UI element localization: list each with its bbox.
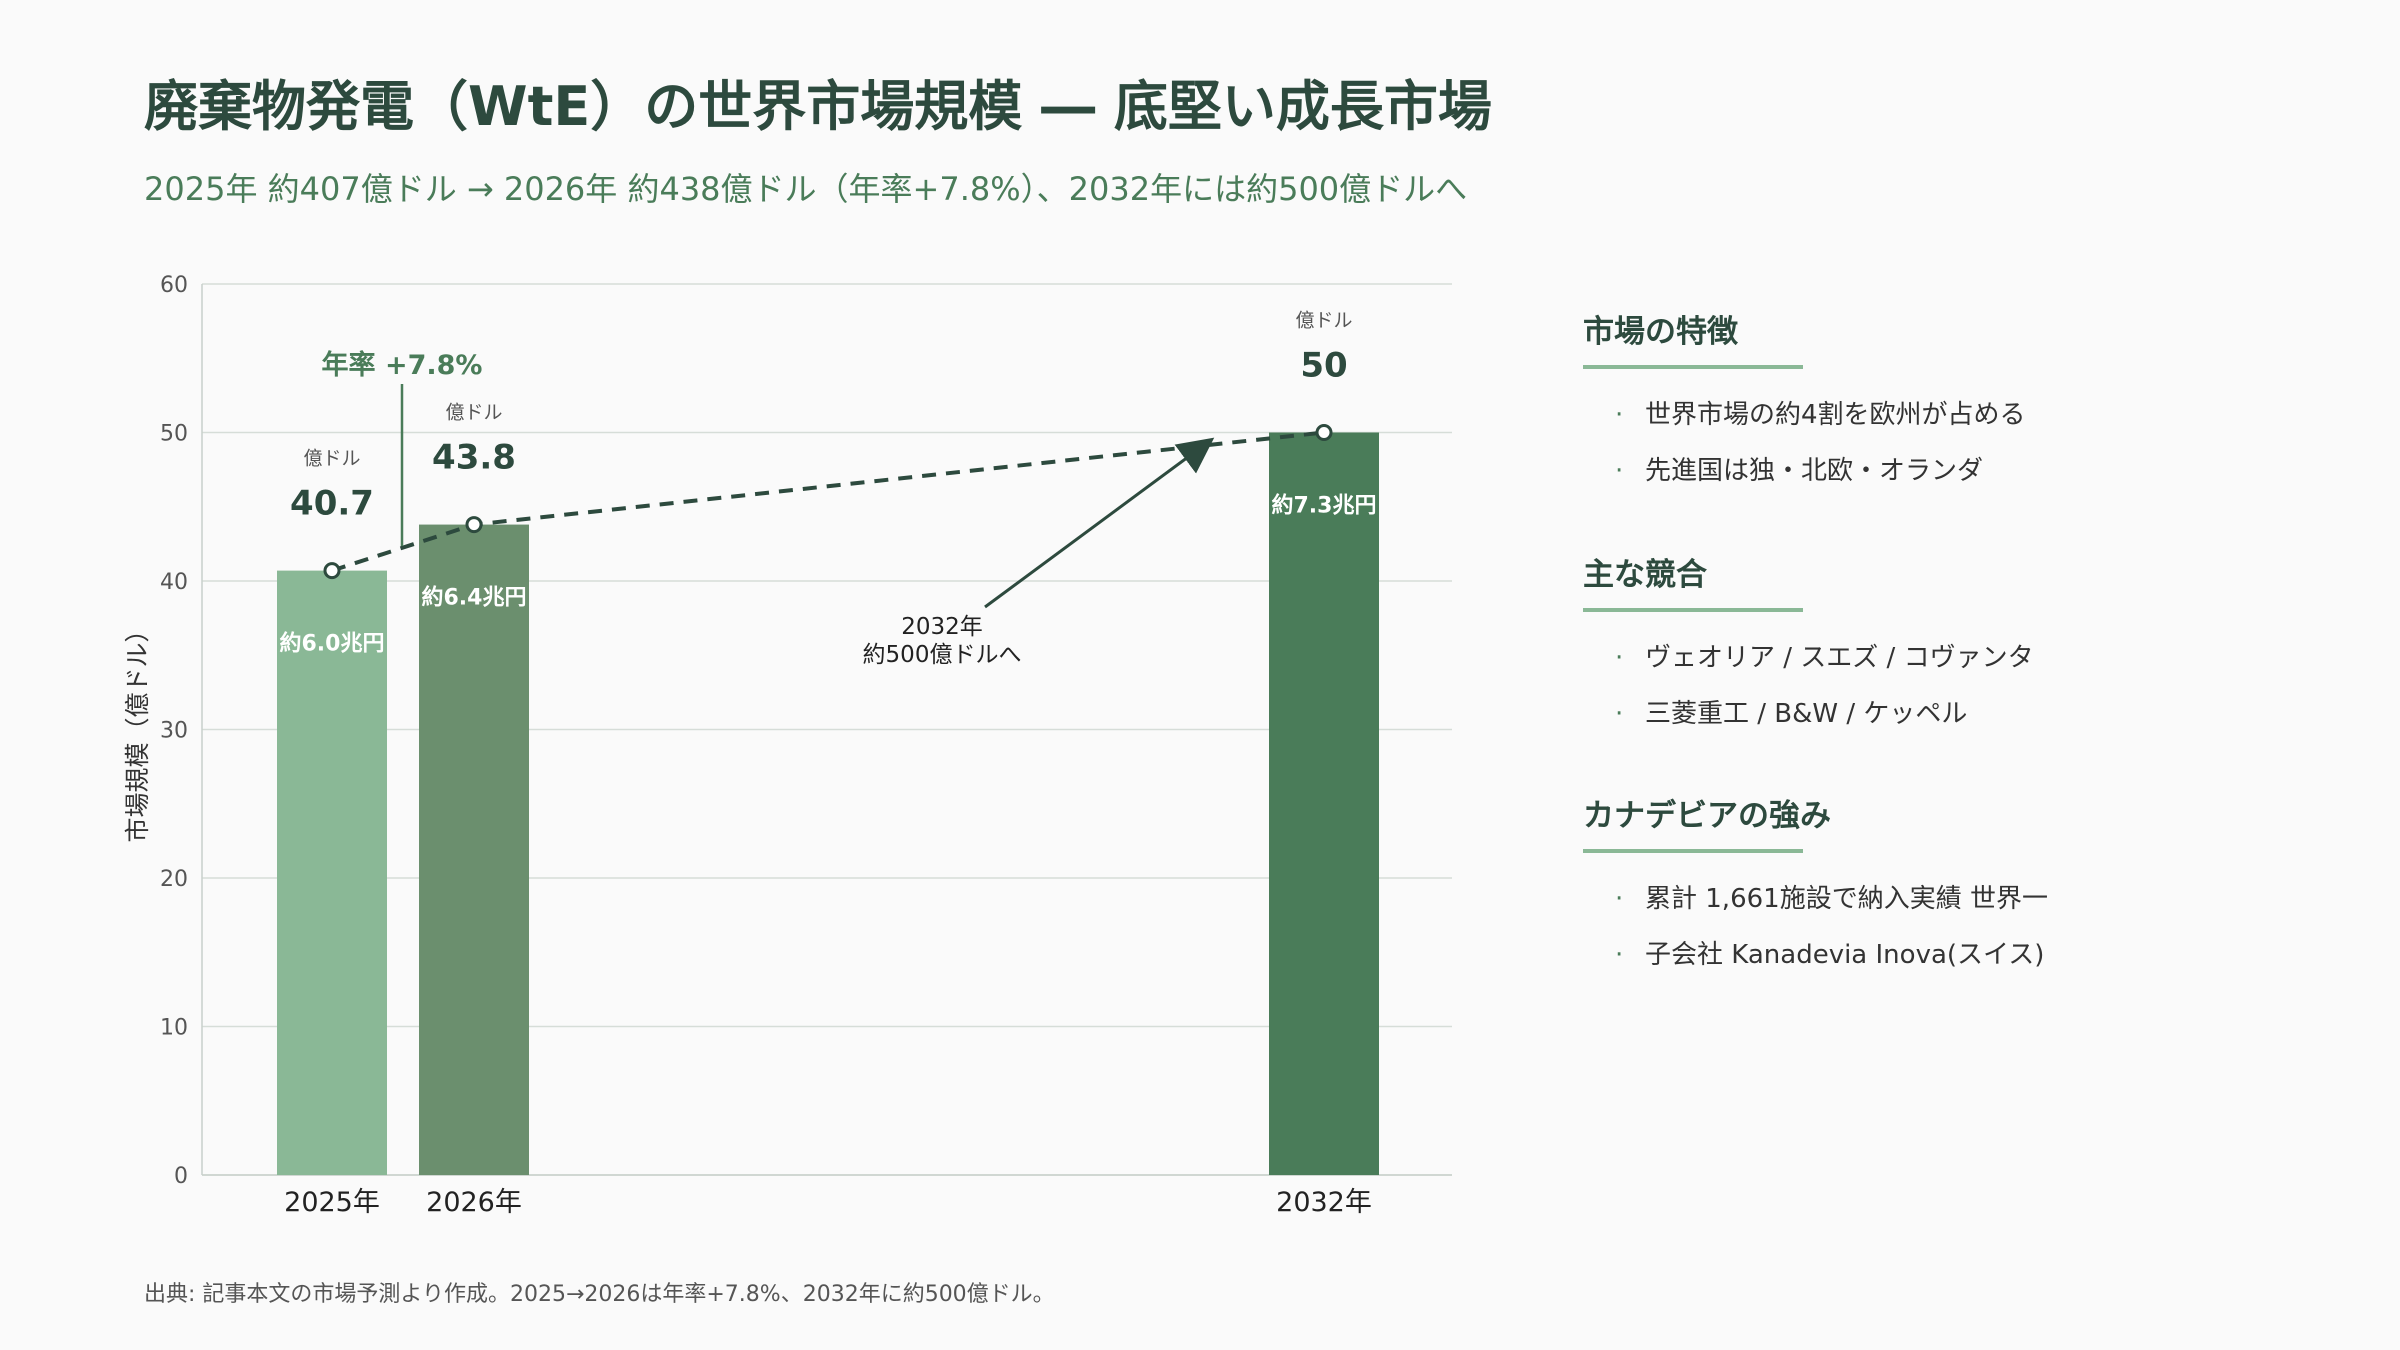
y-tick-label: 50 <box>160 422 188 447</box>
bar <box>1269 432 1379 1175</box>
growth-annotation: 年率 +7.8% <box>322 349 483 381</box>
panel-strengths: カナデビアの強み 累計 1,661施設で納入実績 世界一 子会社 Kanadev… <box>1583 790 2143 983</box>
list-item: 三菱重工 / B&W / ケッペル <box>1583 686 2143 742</box>
panel-heading: カナデビアの強み <box>1583 798 1831 834</box>
x-tick-label: 2025年 <box>284 1187 380 1218</box>
panel-list: 累計 1,661施設で納入実績 世界一 子会社 Kanadevia Inova(… <box>1583 871 2143 983</box>
list-item: 世界市場の約4割を欧州が占める <box>1583 387 2143 443</box>
y-axis-label: 市場規模（億ドル） <box>123 617 152 842</box>
y-tick-label: 60 <box>160 273 188 298</box>
list-item: ヴェオリア / スエズ / コヴァンタ <box>1583 630 2143 686</box>
panel-list: 世界市場の約4割を欧州が占める 先進国は独・北欧・オランダ <box>1583 387 2143 499</box>
x-tick-label: 2032年 <box>1276 1187 1372 1218</box>
y-tick-label: 30 <box>160 719 188 744</box>
y-tick-label: 40 <box>160 570 188 595</box>
panel-market-features: 市場の特徴 世界市場の約4割を欧州が占める 先進国は独・北欧・オランダ <box>1583 306 2143 499</box>
target-annotation-line1: 2032年 <box>901 614 983 640</box>
trend-point <box>1315 424 1333 441</box>
market-size-chart: 0 10 20 30 40 50 60 市場規模（億ドル） 約6.0兆円 40.7 億ドル 2025年… <box>123 273 1452 1218</box>
trend-point <box>465 516 483 534</box>
bar-yen-label: 約7.3兆円 <box>1272 493 1377 519</box>
y-tick-label: 10 <box>160 1016 188 1041</box>
bar-unit-label: 億ドル <box>445 402 502 424</box>
list-item: 子会社 Kanadevia Inova(スイス) <box>1583 927 2143 983</box>
bar-value-label: 43.8 <box>432 438 516 478</box>
bar <box>277 570 387 1175</box>
target-arrow <box>984 437 1215 609</box>
heading-underline <box>1583 608 1803 612</box>
x-tick-label: 2026年 <box>426 1187 522 1218</box>
panel-competitors: 主な競合 ヴェオリア / スエズ / コヴァンタ 三菱重工 / B&W / ケッ… <box>1583 549 2143 742</box>
bar-yen-label: 約6.4兆円 <box>422 585 527 611</box>
list-item: 累計 1,661施設で納入実績 世界一 <box>1583 871 2143 927</box>
bar-unit-label: 億ドル <box>303 448 360 470</box>
panel-heading: 市場の特徴 <box>1583 314 1738 350</box>
bar <box>419 524 529 1175</box>
target-annotation-line2: 約500億ドルへ <box>863 642 1022 668</box>
bar-unit-label: 億ドル <box>1295 310 1352 332</box>
heading-underline <box>1583 365 1803 369</box>
panel-heading: 主な競合 <box>1583 557 1707 593</box>
y-tick-label: 0 <box>174 1164 188 1189</box>
page-title: 廃棄物発電（WtE）の世界市場規模 ― 底堅い成長市場 <box>144 75 1492 138</box>
page-subtitle: 2025年 約407億ドル → 2026年 約438億ドル（年率+7.8%）、2… <box>144 170 1468 208</box>
trend-point <box>323 562 341 580</box>
heading-underline <box>1583 849 1803 853</box>
bar-value-label: 50 <box>1300 346 1347 386</box>
panel-list: ヴェオリア / スエズ / コヴァンタ 三菱重工 / B&W / ケッペル <box>1583 630 2143 742</box>
source-note: 出典: 記事本文の市場予測より作成。2025→2026は年率+7.8%、2032… <box>144 1282 1055 1307</box>
bar-yen-label: 約6.0兆円 <box>280 631 385 657</box>
y-tick-label: 20 <box>160 867 188 892</box>
bar-value-label: 40.7 <box>290 484 374 524</box>
list-item: 先進国は独・北欧・オランダ <box>1583 443 2143 499</box>
